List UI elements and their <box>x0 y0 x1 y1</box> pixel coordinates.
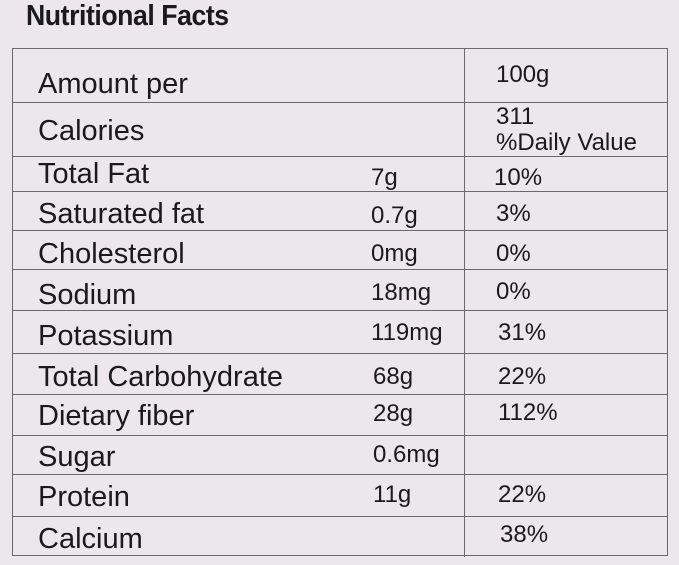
nutrient-daily-value: 0% <box>496 278 531 305</box>
nutrient-amount: 18mg <box>371 279 432 306</box>
nutrient-name: Dietary fiber <box>38 400 195 432</box>
amount-per-label: Amount per <box>38 68 188 100</box>
row-divider <box>13 156 667 157</box>
nutrient-daily-value: 22% <box>498 363 547 390</box>
nutrient-name: Total Fat <box>38 158 150 190</box>
nutrient-amount: 68g <box>373 363 414 390</box>
row-divider <box>13 310 667 311</box>
nutrient-amount: 11g <box>373 481 412 508</box>
nutrient-daily-value: 0% <box>496 240 531 267</box>
nutrient-daily-value: 31% <box>498 319 547 346</box>
nutrient-name: Calcium <box>38 523 143 555</box>
row-divider <box>13 269 667 270</box>
nutrient-amount: 119mg <box>371 319 443 346</box>
nutrient-name: Sugar <box>38 441 116 473</box>
nutrient-name: Potassium <box>38 320 174 352</box>
nutrient-name: Total Carbohydrate <box>38 361 284 393</box>
nutrient-amount: 7g <box>371 164 398 191</box>
column-divider <box>464 49 465 557</box>
page-title: Nutritional Facts <box>26 0 229 32</box>
row-divider <box>13 353 667 354</box>
nutrient-name: Protein <box>38 481 130 513</box>
daily-value-header: %Daily Value <box>496 129 637 156</box>
nutrient-daily-value: 38% <box>500 521 549 548</box>
nutrient-amount: 0.7g <box>371 202 418 229</box>
row-divider <box>13 394 667 395</box>
nutrient-daily-value: 112% <box>498 399 558 426</box>
nutrient-daily-value: 10% <box>494 164 543 191</box>
calories-label: Calories <box>38 115 145 147</box>
nutrient-amount: 0mg <box>371 240 418 267</box>
nutrient-daily-value: 3% <box>496 200 531 227</box>
nutrient-name: Saturated fat <box>38 198 205 230</box>
nutrition-table: Amount per 100g Calories 311 %Daily Valu… <box>12 48 668 557</box>
nutrient-amount: 0.6mg <box>373 441 440 468</box>
row-divider <box>13 191 667 192</box>
row-divider <box>13 516 667 517</box>
nutrient-name: Cholesterol <box>38 238 185 270</box>
nutrient-name: Sodium <box>38 279 137 311</box>
amount-per-value: 100g <box>496 61 550 88</box>
row-divider <box>13 474 667 475</box>
nutrient-daily-value: 22% <box>498 481 547 508</box>
row-divider <box>13 230 667 231</box>
row-divider <box>13 102 667 103</box>
calories-value: 311 <box>496 103 535 130</box>
nutrient-amount: 28g <box>373 400 414 427</box>
row-divider <box>13 435 667 436</box>
